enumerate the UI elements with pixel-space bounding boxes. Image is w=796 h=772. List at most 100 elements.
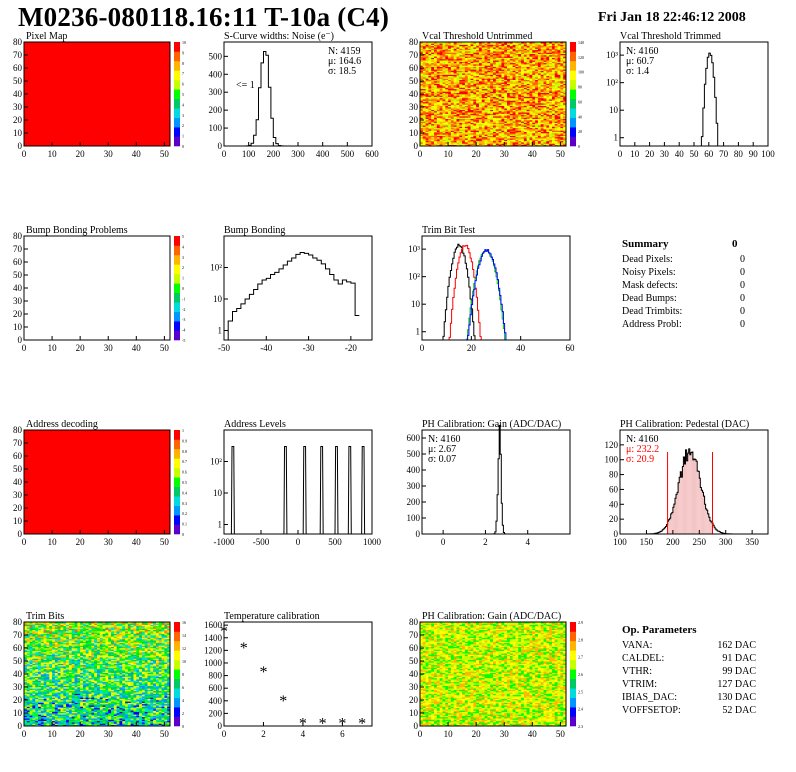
heatmap-cell [549, 88, 553, 91]
heatmap-cell [470, 61, 474, 64]
heatmap-cell [450, 104, 454, 106]
heatmap-cell [431, 138, 435, 140]
heatmap-cell [512, 64, 516, 66]
heatmap-cell [436, 99, 440, 101]
heatmap-cell [501, 135, 505, 138]
heatmap-cell [518, 134, 522, 136]
heatmap-cell [436, 96, 440, 99]
heatmap-cell [456, 97, 460, 100]
heatmap-cell [24, 716, 28, 719]
heatmap-cell [512, 94, 516, 96]
heatmap-cell [448, 134, 452, 136]
heatmap-cell [434, 56, 438, 58]
heatmap-cell [445, 90, 449, 92]
heatmap-cell [422, 123, 426, 126]
heatmap-cell [450, 55, 454, 57]
heatmap-cell [436, 113, 440, 116]
heatmap-cell [509, 113, 513, 116]
heatmap-cell [473, 127, 477, 130]
heatmap-cell [484, 79, 488, 82]
heatmap-cell [532, 57, 536, 60]
x-tick-label: 0 [222, 149, 227, 159]
heatmap-cell [523, 118, 527, 121]
heatmap-cell [490, 48, 494, 51]
heatmap-cell [448, 66, 452, 69]
heatmap-cell [26, 641, 30, 644]
heatmap-cell [29, 706, 33, 709]
heatmap-cell [507, 83, 511, 86]
heatmap-cell [563, 60, 567, 62]
heatmap-cell [512, 90, 516, 92]
heatmap-cell [428, 121, 432, 123]
hatched-bin [681, 477, 683, 534]
heatmap-cell [487, 136, 491, 139]
heatmap-cell [24, 689, 28, 692]
heatmap-cell [501, 96, 505, 99]
heatmap-cell [549, 78, 553, 80]
heatmap-cell [456, 101, 460, 104]
heatmap-cell [526, 130, 530, 132]
heatmap-cell [512, 139, 516, 142]
heatmap-cell [428, 42, 432, 44]
heatmap-cell [450, 47, 454, 49]
heatmap-cell [540, 91, 544, 93]
heatmap-cell [462, 43, 466, 45]
heatmap-cell [529, 95, 533, 97]
heatmap-cell [560, 60, 564, 62]
heatmap-cell [518, 77, 522, 79]
heatmap-cell [563, 49, 567, 52]
heatmap-cell [487, 49, 491, 52]
chart-title: Pixel Map [26, 31, 67, 42]
heatmap-cell [560, 113, 564, 116]
heatmap-cell [464, 136, 469, 139]
heatmap-cell [529, 61, 533, 64]
heatmap-cell [509, 82, 513, 84]
heatmap-cell [504, 52, 508, 54]
heatmap-cell [546, 49, 550, 52]
heatmap-cell [453, 97, 457, 100]
heatmap-cell [518, 88, 522, 91]
heatmap-cell [439, 110, 443, 113]
heatmap-cell [459, 70, 463, 73]
heatmap-cell [431, 101, 435, 104]
x-tick-label: 0 [420, 343, 425, 353]
palette-tick: 0 [182, 286, 184, 291]
heatmap-cell [420, 74, 424, 77]
hatched-bin [679, 477, 681, 534]
heatmap-cell [425, 129, 429, 131]
heatmap-cell [462, 88, 466, 91]
heatmap-cell [436, 117, 440, 119]
heatmap-cell [540, 84, 544, 87]
heatmap-cell [26, 681, 30, 684]
heatmap-cell [484, 138, 488, 140]
heatmap-cell [434, 48, 438, 51]
heatmap-cell [526, 90, 530, 92]
heatmap-cell [507, 100, 511, 103]
heatmap-cell [24, 628, 28, 631]
heatmap-cell [529, 53, 533, 56]
heatmap-cell [459, 66, 463, 69]
heatmap-cell [498, 118, 502, 121]
heatmap-cell [445, 101, 449, 104]
heatmap-cell [422, 95, 426, 97]
heatmap-cell [459, 118, 463, 121]
heatmap-cell [563, 123, 567, 126]
heatmap-cell [546, 58, 550, 61]
heatmap-cell [478, 65, 483, 67]
heatmap-cell [495, 117, 499, 119]
heatmap-cell [462, 134, 466, 136]
heatmap-cell [422, 99, 426, 101]
heatmap-cell [476, 136, 480, 139]
heatmap-cell [532, 114, 536, 117]
heatmap-cell [498, 61, 502, 64]
heatmap-cell [540, 86, 544, 88]
heatmap-cell [551, 61, 556, 64]
heatmap-cell [478, 78, 483, 80]
heatmap-cell [501, 120, 505, 122]
heatmap-cell [24, 710, 28, 712]
heatmap-cell [551, 114, 556, 117]
heatmap-cell [535, 60, 539, 62]
heatmap-cell [535, 65, 539, 67]
heatmap-cell [470, 70, 474, 73]
heatmap-cell [445, 77, 449, 79]
